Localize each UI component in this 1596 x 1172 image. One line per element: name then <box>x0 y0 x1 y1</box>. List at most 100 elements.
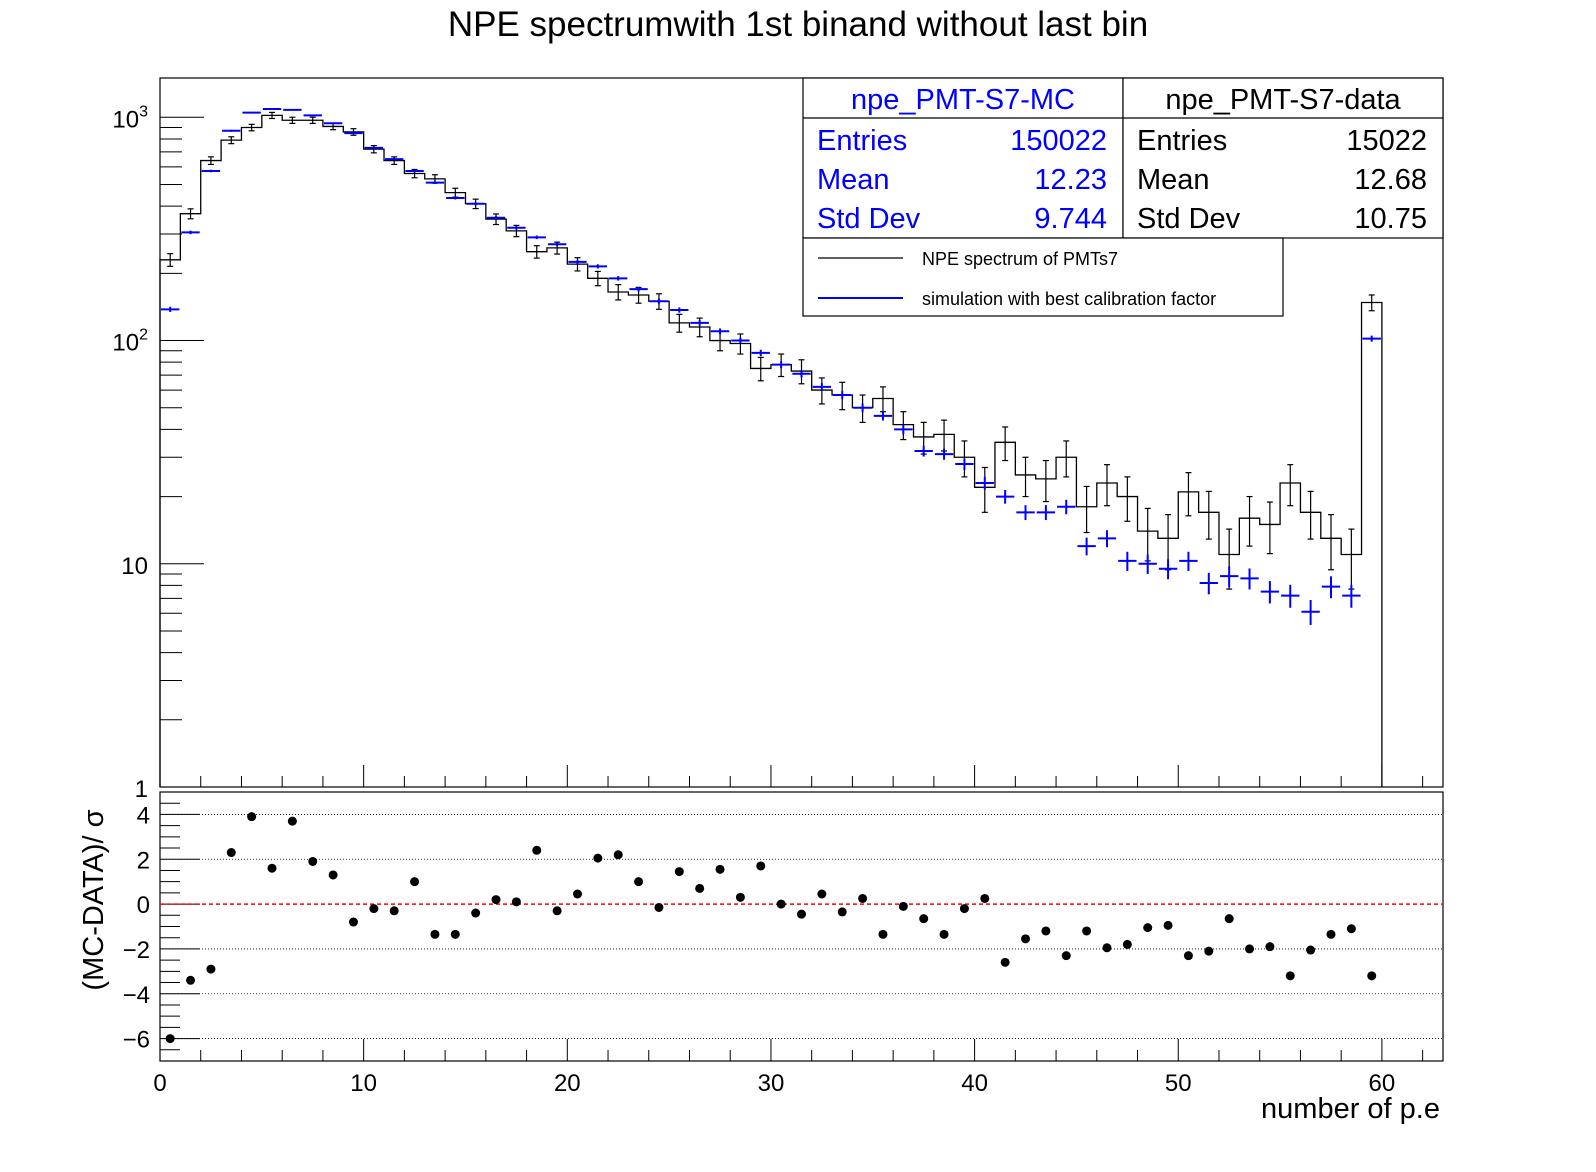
x-tick-label: 20 <box>554 1070 581 1097</box>
y-tick-label: 102 <box>112 327 148 357</box>
stats-title: npe_PMT-S7-data <box>1165 84 1401 116</box>
x-tick-label: 60 <box>1369 1070 1396 1097</box>
residual-point <box>1021 934 1031 944</box>
residual-point <box>1224 914 1234 924</box>
residual-point <box>328 870 338 880</box>
residual-point <box>165 1034 175 1044</box>
residual-point <box>267 863 277 873</box>
y-tick-label: 0 <box>137 892 150 919</box>
residual-point <box>980 893 990 903</box>
stats-value: 12.68 <box>1354 164 1427 196</box>
residual-point <box>287 816 297 826</box>
stats-value: 15022 <box>1346 125 1427 157</box>
residual-point <box>674 867 684 877</box>
residual-point <box>1122 939 1132 949</box>
stats-key: Entries <box>1137 125 1227 157</box>
residual-point <box>1183 951 1193 961</box>
x-tick-label: 40 <box>961 1070 988 1097</box>
stats-box-mc: npe_PMT-S7-MC Entries 150022 Mean 12.23 Std D… <box>802 77 1124 239</box>
residual-point <box>715 864 725 874</box>
y-tick-label: 1 <box>135 776 148 803</box>
residual-plot: 420−2−4−60 10 20 30 40 50 60 <box>123 791 1444 1097</box>
residual-point <box>430 929 440 939</box>
residual-point <box>939 929 949 939</box>
residual-point <box>898 901 908 911</box>
y-tick-label: −6 <box>123 1027 150 1054</box>
x-tick-label: 10 <box>350 1070 377 1097</box>
residual-point <box>1367 971 1377 981</box>
stats-box-data: npe_PMT-S7-data Entries 15022 Mean 12.68 Std … <box>1122 77 1444 239</box>
stats-frame <box>802 77 1124 239</box>
legend-label: simulation with best calibration factor <box>922 289 1216 309</box>
stats-value: 150022 <box>1010 125 1107 157</box>
stats-value: 9.744 <box>1034 203 1107 235</box>
residual-point <box>450 929 460 939</box>
x-axis-label: number of p.e <box>1261 1093 1440 1125</box>
residual-point <box>552 906 562 916</box>
residual-point <box>1204 946 1214 956</box>
legend-frame <box>802 237 1284 317</box>
residual-point <box>797 909 806 919</box>
residual-point <box>654 902 664 912</box>
stats-key: Std Dev <box>817 203 921 235</box>
residual-point <box>613 850 623 860</box>
residual-point <box>695 883 705 893</box>
y-tick-label: −4 <box>123 982 150 1009</box>
residual-point <box>959 904 969 914</box>
residual-point <box>1143 923 1153 933</box>
stats-title: npe_PMT-S7-MC <box>851 84 1075 116</box>
y-tick-label: 103 <box>112 103 148 133</box>
stats-key: Std Dev <box>1137 203 1241 235</box>
residual-point <box>858 893 868 903</box>
residual-point <box>471 908 481 918</box>
residual-point <box>1265 942 1275 952</box>
data-histogram-line <box>159 114 1383 787</box>
x-tick-label: 50 <box>1165 1070 1192 1097</box>
stats-key: Mean <box>1137 164 1210 196</box>
residual-point <box>817 889 827 899</box>
residual-point <box>919 914 929 924</box>
y-tick-label: 4 <box>137 802 150 829</box>
x-tick-label: 30 <box>758 1070 785 1097</box>
residual-point <box>1306 945 1316 955</box>
legend-label: NPE spectrum of PMTs7 <box>922 249 1118 269</box>
x-tick-label: 0 <box>153 1070 166 1097</box>
stats-value: 12.23 <box>1034 164 1107 196</box>
residual-point <box>572 889 582 899</box>
residual-point <box>1041 926 1051 936</box>
stats-value: 10.75 <box>1354 203 1427 235</box>
residual-point <box>1000 957 1010 967</box>
residual-point <box>776 899 786 909</box>
residual-point <box>532 845 542 855</box>
stats-frame <box>1122 77 1444 239</box>
residual-point <box>206 964 216 974</box>
stats-key: Entries <box>817 125 907 157</box>
residual-point <box>756 861 766 871</box>
residual-point <box>389 906 399 916</box>
chart-title: NPE spectrumwith 1st binand without last… <box>448 5 1148 44</box>
residual-point <box>593 853 603 863</box>
residual-point <box>1163 920 1173 930</box>
residual-point <box>1285 971 1295 981</box>
residual-point <box>1346 924 1356 934</box>
residual-point <box>226 848 236 858</box>
residual-point <box>410 877 420 887</box>
y-tick-label: −2 <box>123 937 150 964</box>
residual-point <box>247 812 257 822</box>
residual-point <box>1326 929 1336 939</box>
plot-frame-bottom <box>159 791 1444 1062</box>
residual-point <box>491 895 501 905</box>
residual-point <box>837 907 847 917</box>
residual-point <box>348 917 358 927</box>
residual-point <box>186 975 196 985</box>
y-tick-label: 2 <box>137 847 150 874</box>
legend: NPE spectrum of PMTs7 simulation with bes… <box>802 237 1284 317</box>
residual-point <box>634 877 644 887</box>
residual-point <box>511 897 521 907</box>
residual-point <box>1245 944 1255 954</box>
residual-point <box>1102 943 1112 953</box>
residual-point <box>369 904 379 914</box>
residual-point <box>1082 926 1092 936</box>
residual-point <box>735 892 745 902</box>
